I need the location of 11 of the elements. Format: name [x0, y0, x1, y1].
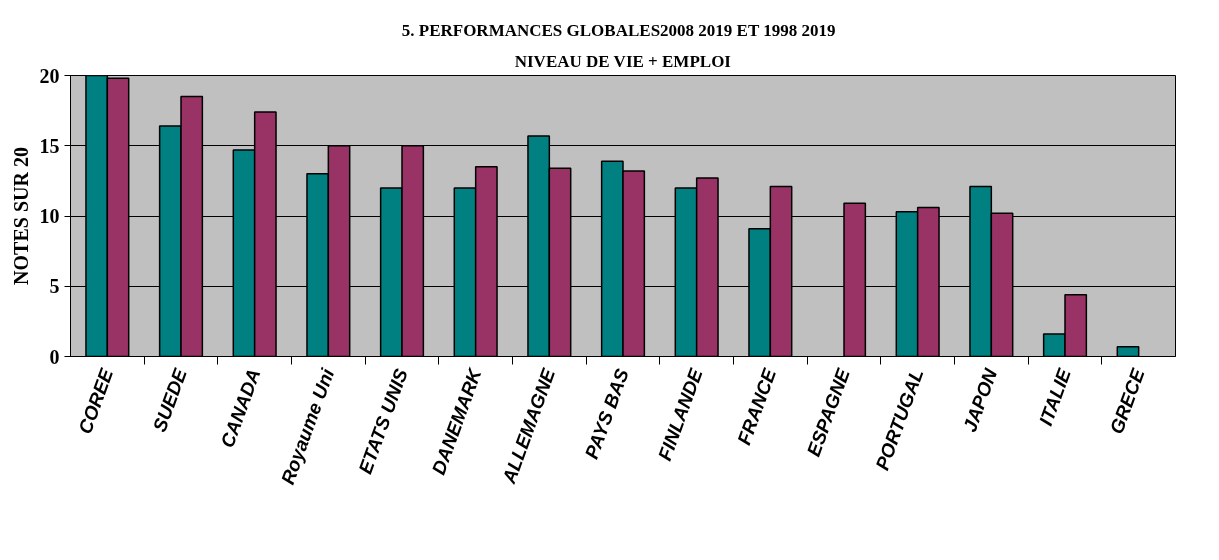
y-tick-label: 5 [49, 275, 60, 298]
y-tick-label: 15 [39, 134, 60, 157]
chart-title: 5. PERFORMANCES GLOBALES2008 2019 ET 1998 2019 [401, 20, 836, 40]
chart-subtitle: NIVEAU DE VIE + EMPLOI [514, 51, 732, 71]
x-tick-label: ITALIE [1035, 364, 1076, 429]
y-tick-label: 20 [39, 64, 60, 87]
y-axis-title: NOTES SUR 20 [9, 147, 32, 285]
x-tick-label: PAYS BAS [580, 365, 633, 462]
y-tick-label: 10 [39, 205, 60, 227]
x-tick-label: ETATS UNIS [354, 365, 412, 477]
y-tick-label: 0 [49, 345, 60, 368]
